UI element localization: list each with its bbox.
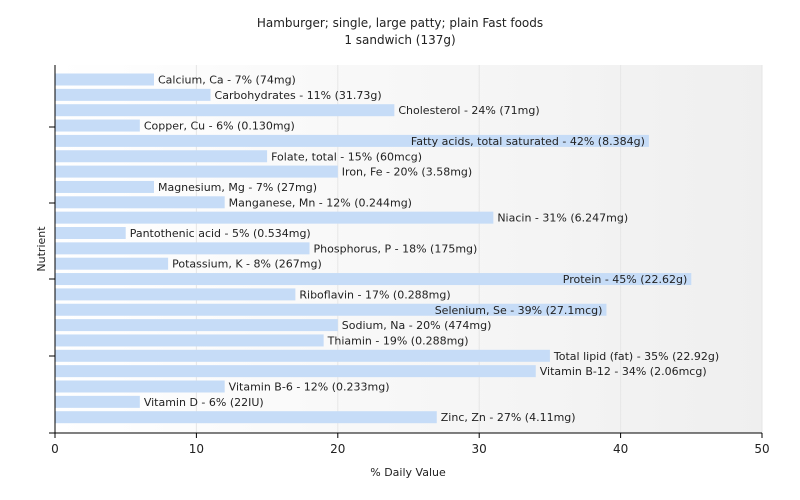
bar-label-7: Magnesium, Mg - 7% (27mg) <box>158 181 317 194</box>
bar-label-10: Pantothenic acid - 5% (0.534mg) <box>130 227 311 240</box>
bar-label-5: Folate, total - 15% (60mcg) <box>271 150 422 163</box>
bar-label-12: Potassium, K - 8% (267mg) <box>172 258 322 271</box>
bar-5 <box>55 150 268 163</box>
bar-label-17: Thiamin - 19% (0.288mg) <box>327 334 469 347</box>
bar-label-14: Riboflavin - 17% (0.288mg) <box>299 288 450 301</box>
bar-11 <box>55 242 310 255</box>
bars-layer <box>55 73 692 424</box>
bar-22 <box>55 411 437 424</box>
bar-label-18: Total lipid (fat) - 35% (22.92g) <box>553 350 719 363</box>
bar-1 <box>55 88 211 101</box>
bar-12 <box>55 257 169 270</box>
bar-label-20: Vitamin B-6 - 12% (0.233mg) <box>229 381 390 394</box>
x-tick-label-1: 10 <box>189 442 204 456</box>
bar-10 <box>55 227 126 239</box>
bar-labels-layer: Calcium, Ca - 7% (74mg) Carbohydrates - 1… <box>130 74 719 425</box>
bar-20 <box>55 380 225 393</box>
bar-label-2: Cholesterol - 24% (71mg) <box>398 104 539 117</box>
bar-16 <box>55 319 338 332</box>
bar-label-0: Calcium, Ca - 7% (74mg) <box>158 74 296 87</box>
bar-14 <box>55 288 296 301</box>
y-axis-label: Nutrient <box>35 226 48 272</box>
bar-label-9: Niacin - 31% (6.247mg) <box>497 212 628 225</box>
x-tick-label-2: 20 <box>330 442 345 456</box>
bar-4 <box>55 134 649 147</box>
x-axis-label: % Daily Value <box>370 466 446 479</box>
bar-label-13: Protein - 45% (22.62g) <box>563 273 688 286</box>
bar-8 <box>55 196 225 209</box>
bar-3 <box>55 119 140 132</box>
x-tick-label-0: 0 <box>51 442 59 456</box>
bar-7 <box>55 180 154 193</box>
x-tick-label-3: 30 <box>472 442 487 456</box>
bar-label-15: Selenium, Se - 39% (27.1mcg) <box>435 304 603 317</box>
bar-6 <box>55 165 338 178</box>
bar-label-4: Fatty acids, total saturated - 42% (8.38… <box>411 135 645 148</box>
bar-label-11: Phosphorus, P - 18% (175mg) <box>314 242 478 255</box>
bar-15 <box>55 303 607 316</box>
bar-13 <box>55 273 692 286</box>
bar-2 <box>55 104 395 117</box>
bar-label-16: Sodium, Na - 20% (474mg) <box>342 319 492 332</box>
bar-9 <box>55 211 494 224</box>
x-tick-label-4: 40 <box>613 442 628 456</box>
bar-label-6: Iron, Fe - 20% (3.58mg) <box>342 166 472 179</box>
chart-subtitle: 1 sandwich (137g) <box>344 33 455 47</box>
bar-label-3: Copper, Cu - 6% (0.130mg) <box>144 120 295 133</box>
bar-label-22: Zinc, Zn - 27% (4.11mg) <box>441 411 576 424</box>
bar-label-19: Vitamin B-12 - 34% (2.06mcg) <box>540 365 707 378</box>
bar-0 <box>55 73 154 86</box>
bar-18 <box>55 349 550 362</box>
chart-title: Hamburger; single, large patty; plain Fa… <box>257 16 543 30</box>
bar-label-8: Manganese, Mn - 12% (0.244mg) <box>229 196 412 209</box>
bar-label-1: Carbohydrates - 11% (31.73g) <box>215 89 382 102</box>
bar-label-21: Vitamin D - 6% (22IU) <box>144 396 264 409</box>
bar-19 <box>55 365 536 378</box>
bar-21 <box>55 395 140 408</box>
bar-17 <box>55 334 324 347</box>
axes-layer: 0 10 20 30 40 50 <box>49 65 770 456</box>
x-tick-label-5: 50 <box>754 442 769 456</box>
